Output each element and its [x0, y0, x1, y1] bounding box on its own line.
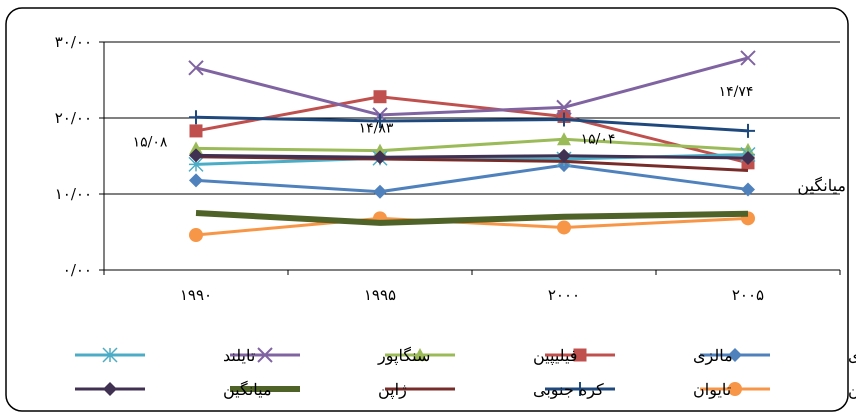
- x-tick-label: ۱۹۹۵: [364, 286, 396, 304]
- data-point: [188, 156, 204, 172]
- legend-swatch-marker: [413, 348, 427, 361]
- data-point: [188, 60, 204, 76]
- legend-label: سنگاپور: [377, 346, 430, 365]
- data-labels: ۱۵/۰۸ ۱۴/۸۳ ۱۵/۰۴ ۱۴/۷۴ میانگین: [133, 84, 846, 195]
- legend-label: چین: [848, 380, 856, 399]
- series-layer: [188, 50, 756, 243]
- data-label: ۱۴/۸۳: [359, 120, 394, 136]
- series-line-7: [195, 155, 749, 172]
- series-line-8: [195, 210, 749, 226]
- data-point: [373, 184, 387, 199]
- x-tick-label: ۱۹۹۰: [180, 286, 212, 304]
- data-point: [373, 90, 387, 104]
- series-line-5: [195, 216, 749, 237]
- x-tick-label: ۲۰۰۰: [548, 286, 580, 304]
- series-line-3: [195, 56, 749, 117]
- annotation-label: میانگین: [797, 176, 846, 195]
- data-point: [373, 114, 387, 129]
- legend-swatch-marker: [103, 382, 117, 396]
- data-point: [557, 132, 571, 146]
- series-line-2: [195, 137, 749, 153]
- data-point: [741, 182, 755, 197]
- legend-label: تایلند: [223, 346, 255, 365]
- data-point: [189, 141, 203, 155]
- axes: ۰/۰۰ ۱۰/۰۰ ۲۰/۰۰ ۳۰/۰۰ ۱۹۹۰ ۱۹۹۵ ۲۰۰۰ ۲۰۰۵: [55, 33, 841, 304]
- y-tick-label: ۲۰/۰۰: [55, 109, 92, 127]
- data-point: [741, 123, 755, 138]
- legend-label: میانگین: [223, 380, 272, 399]
- data-point: [556, 99, 572, 116]
- x-tick-label: ۲۰۰۵: [732, 286, 764, 304]
- data-label: ۱۵/۰۴: [581, 132, 616, 148]
- data-label: ۱۵/۰۸: [133, 134, 168, 150]
- y-tick-label: ۳۰/۰۰: [55, 33, 92, 51]
- legend-swatch-marker: [257, 347, 273, 363]
- data-point: [189, 110, 203, 125]
- legend-label: مالزی: [693, 346, 733, 365]
- data-point: [557, 220, 571, 235]
- legend: اندونزی مالزی فیلیپین سنگاپور تایلند چین تایوا…: [75, 346, 856, 399]
- legend-label: تایوان: [693, 380, 731, 399]
- legend-label: فیلیپین: [533, 346, 577, 365]
- data-point: [189, 148, 203, 163]
- data-point: [373, 143, 387, 157]
- legend-swatch-marker: [102, 347, 118, 363]
- series-line-6: [195, 115, 749, 133]
- series-line-9: [195, 153, 749, 160]
- legend-swatch-marker: [573, 348, 587, 362]
- series-line-1: [195, 95, 749, 165]
- legend-swatch-marker: [573, 382, 587, 396]
- data-point: [740, 50, 756, 66]
- data-point: [189, 173, 203, 188]
- data-point: [189, 228, 203, 243]
- legend-label: اندونزی: [848, 346, 856, 365]
- data-point: [557, 112, 571, 127]
- data-label: ۱۴/۷۴: [719, 84, 754, 100]
- data-point: [373, 150, 387, 165]
- series-line-0: [195, 163, 749, 194]
- legend-label: ژاپن: [378, 380, 407, 399]
- chart-border: [5, 7, 849, 412]
- legend-swatch-marker: [728, 382, 742, 396]
- legend-label: کره جنوبی: [533, 380, 604, 399]
- y-tick-label: ۰/۰۰: [63, 261, 92, 279]
- data-point: [557, 148, 571, 163]
- legend-swatch-marker: [728, 348, 742, 362]
- data-point: [189, 124, 203, 138]
- data-point: [741, 150, 755, 165]
- y-tick-label: ۱۰/۰۰: [55, 185, 92, 203]
